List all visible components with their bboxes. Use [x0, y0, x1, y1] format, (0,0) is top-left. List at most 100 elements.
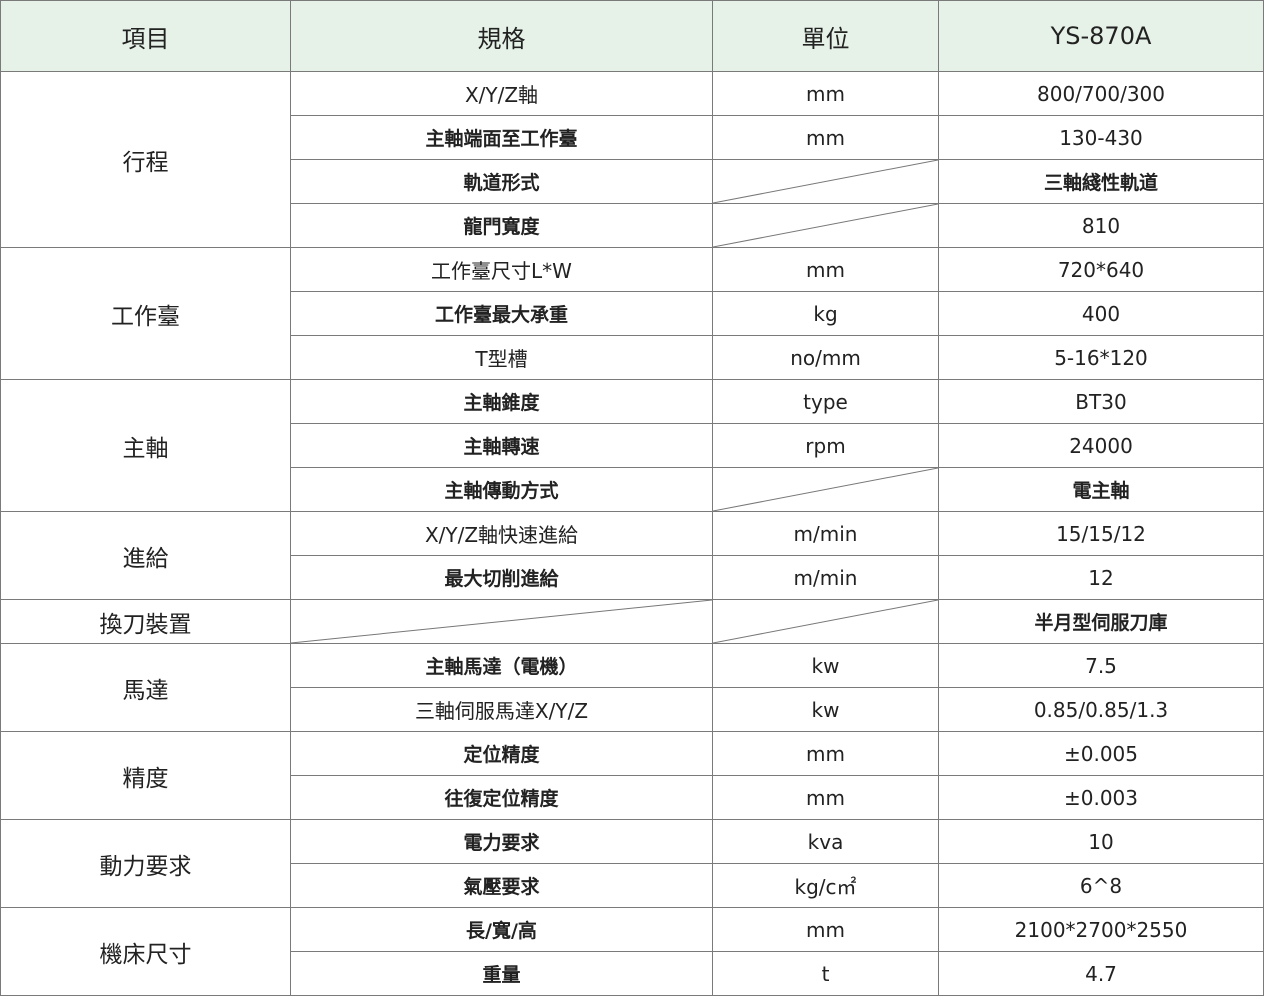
spec-cell: T型槽: [290, 335, 713, 380]
empty-cell-diagonal: [713, 600, 938, 643]
value-cell: 三軸綫性軌道: [938, 159, 1264, 204]
value-cell: 130-430: [938, 115, 1264, 160]
unit-cell: mm: [712, 907, 939, 952]
spec-cell: X/Y/Z軸快速進給: [290, 511, 713, 556]
header-unit: 單位: [712, 0, 939, 72]
spec-cell: 主軸錐度: [290, 379, 713, 424]
table-row: 換刀裝置 半月型伺服刀庫: [0, 599, 1264, 644]
spec-cell: 往復定位精度: [290, 775, 713, 820]
value-cell: 12: [938, 555, 1264, 600]
unit-cell: mm: [712, 775, 939, 820]
spec-cell: 最大切削進給: [290, 555, 713, 600]
value-cell: 800/700/300: [938, 71, 1264, 116]
spec-cell-empty: [290, 599, 713, 644]
unit-cell: kw: [712, 687, 939, 732]
unit-cell: rpm: [712, 423, 939, 468]
spec-cell: 主軸轉速: [290, 423, 713, 468]
group-label: 進給: [0, 511, 291, 600]
spec-cell: 軌道形式: [290, 159, 713, 204]
unit-cell: kw: [712, 643, 939, 688]
unit-cell: mm: [712, 115, 939, 160]
value-cell: 15/15/12: [938, 511, 1264, 556]
unit-cell: no/mm: [712, 335, 939, 380]
unit-cell: t: [712, 951, 939, 996]
spec-cell: 主軸傳動方式: [290, 467, 713, 512]
table-row: 往復定位精度 mm ±0.003: [1, 775, 1264, 820]
unit-cell-empty: [712, 159, 939, 204]
group-label: 行程: [0, 71, 291, 248]
value-cell: BT30: [938, 379, 1264, 424]
header-model: YS-870A: [938, 0, 1264, 72]
unit-cell: m/min: [712, 511, 939, 556]
table-row: 工作臺最大承重 kg 400: [1, 291, 1264, 336]
unit-cell: mm: [712, 71, 939, 116]
table-row: 馬達 主軸馬達（電機） kw 7.5: [0, 643, 1264, 732]
unit-cell: mm: [712, 247, 939, 292]
value-cell: 720*640: [938, 247, 1264, 292]
table-row: 動力要求 電力要求 kva 10: [0, 819, 1264, 908]
group-label: 機床尺寸: [0, 907, 291, 996]
table-row: 進給 X/Y/Z軸快速進給 m/min 15/15/12: [0, 511, 1264, 600]
empty-cell-diagonal: [291, 600, 712, 643]
unit-cell: m/min: [712, 555, 939, 600]
table-row: T型槽 no/mm 5-16*120: [1, 335, 1264, 380]
value-cell: 7.5: [938, 643, 1264, 688]
value-cell: 半月型伺服刀庫: [938, 599, 1264, 644]
table-row: 行程 X/Y/Z軸 mm 800/700/300: [0, 71, 1264, 248]
group-label: 動力要求: [0, 819, 291, 908]
header-item: 項目: [0, 0, 291, 72]
unit-cell: type: [712, 379, 939, 424]
spec-cell: 定位精度: [290, 731, 713, 776]
group-label: 換刀裝置: [0, 599, 291, 644]
value-cell: 810: [938, 203, 1264, 248]
unit-cell: kva: [712, 819, 939, 864]
value-cell: 0.85/0.85/1.3: [938, 687, 1264, 732]
empty-cell-diagonal: [713, 160, 938, 203]
group-label: 主軸: [0, 379, 291, 512]
value-cell: 400: [938, 291, 1264, 336]
table-row: 最大切削進給 m/min 12: [1, 555, 1264, 600]
table-row: 主軸 主軸錐度 type BT30: [0, 379, 1264, 512]
unit-cell-empty: [712, 599, 939, 644]
spec-cell: 三軸伺服馬達X/Y/Z: [290, 687, 713, 732]
spec-cell: 重量: [290, 951, 713, 996]
spec-cell: 氣壓要求: [290, 863, 713, 908]
table-row: 主軸轉速 rpm 24000: [1, 423, 1264, 468]
value-cell: 6^8: [938, 863, 1264, 908]
value-cell: 24000: [938, 423, 1264, 468]
value-cell: 4.7: [938, 951, 1264, 996]
header-row: 項目 規格 單位 YS-870A: [0, 0, 1264, 72]
value-cell: 10: [938, 819, 1264, 864]
table-row: 重量 t 4.7: [1, 951, 1264, 996]
table-row: 工作臺 工作臺尺寸L*W mm 720*640: [0, 247, 1264, 380]
spec-cell: 工作臺尺寸L*W: [290, 247, 713, 292]
spec-cell: X/Y/Z軸: [290, 71, 713, 116]
empty-cell-diagonal: [713, 468, 938, 511]
group-label: 精度: [0, 731, 291, 820]
value-cell: 電主軸: [938, 467, 1264, 512]
group-label: 馬達: [0, 643, 291, 732]
unit-cell-empty: [712, 203, 939, 248]
spec-cell: 主軸端面至工作臺: [290, 115, 713, 160]
spec-cell: 長/寬/高: [290, 907, 713, 952]
table-row: 主軸端面至工作臺 mm 130-430: [1, 115, 1264, 160]
group-label: 工作臺: [0, 247, 291, 380]
table-row: 精度 定位精度 mm ±0.005: [0, 731, 1264, 820]
unit-cell-empty: [712, 467, 939, 512]
table-row: 軌道形式 三軸綫性軌道: [1, 159, 1264, 204]
spec-cell: 電力要求: [290, 819, 713, 864]
unit-cell: mm: [712, 731, 939, 776]
spec-cell: 龍門寬度: [290, 203, 713, 248]
spec-cell: 工作臺最大承重: [290, 291, 713, 336]
spec-cell: 主軸馬達（電機）: [290, 643, 713, 688]
header-spec: 規格: [290, 0, 713, 72]
value-cell: ±0.003: [938, 775, 1264, 820]
value-cell: 5-16*120: [938, 335, 1264, 380]
table-row: 主軸傳動方式 電主軸: [1, 467, 1264, 512]
value-cell: 2100*2700*2550: [938, 907, 1264, 952]
empty-cell-diagonal: [713, 204, 938, 247]
table-row: 三軸伺服馬達X/Y/Z kw 0.85/0.85/1.3: [1, 687, 1264, 732]
unit-cell: kg/c㎡: [712, 863, 939, 908]
unit-cell: kg: [712, 291, 939, 336]
